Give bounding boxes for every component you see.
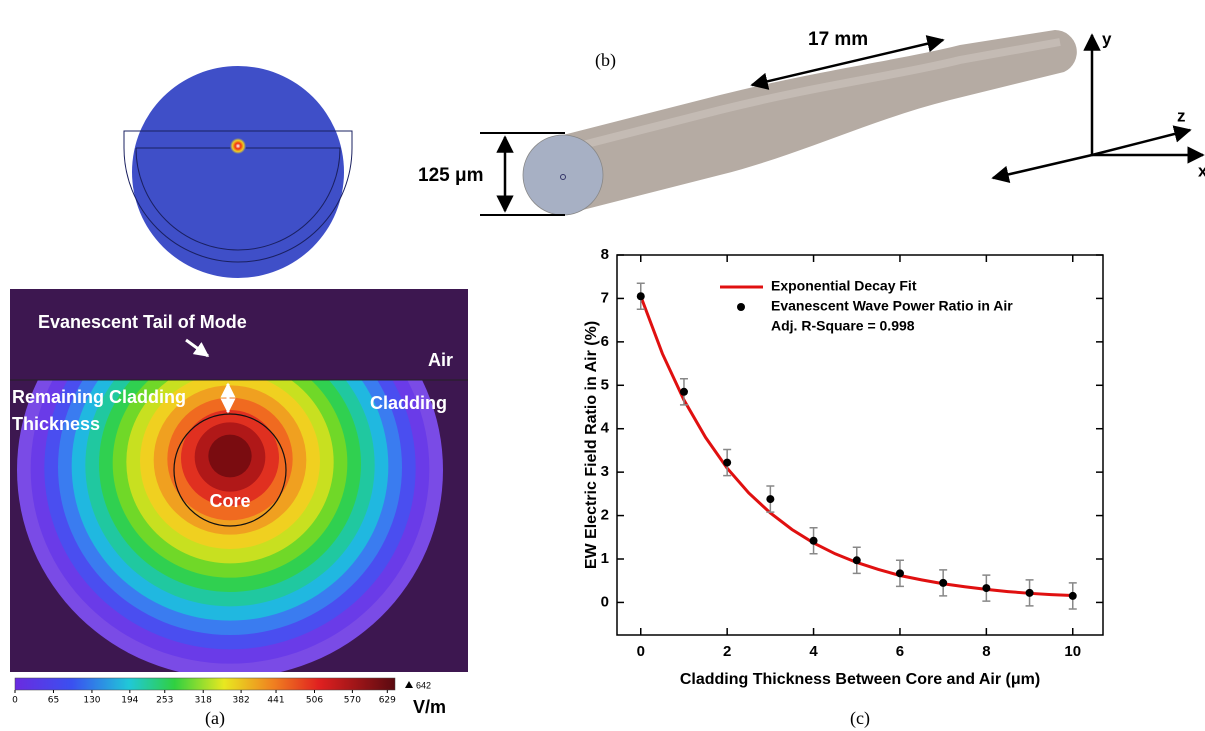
data-point bbox=[680, 388, 688, 396]
x-tick-label: 8 bbox=[982, 643, 990, 660]
data-point bbox=[1069, 592, 1077, 600]
axis-label: z bbox=[1177, 106, 1186, 125]
label: Evanescent Tail of Mode bbox=[38, 312, 247, 332]
colorbar-tick-label: 629 bbox=[379, 696, 396, 706]
data-point bbox=[982, 584, 990, 592]
axis-label: x bbox=[1198, 161, 1205, 180]
label: Cladding bbox=[370, 393, 447, 413]
caption: (a) bbox=[205, 708, 225, 729]
x-tick-label: 0 bbox=[637, 643, 645, 660]
legend-label: Evanescent Wave Power Ratio in Air bbox=[771, 298, 1013, 314]
field-map: Evanescent Tail of Mode Air Remaining Cl… bbox=[10, 262, 468, 678]
legend-swatch bbox=[737, 303, 745, 311]
x-tick-label: 4 bbox=[809, 643, 818, 660]
axis-label: y bbox=[1102, 29, 1112, 48]
y-tick-label: 8 bbox=[601, 246, 609, 263]
y-tick-label: 1 bbox=[601, 550, 609, 567]
colorbar-tick-label: 130 bbox=[83, 696, 100, 706]
legend-label: Exponential Decay Fit bbox=[771, 278, 917, 294]
fiber-3d: (b) 17 mm 125 μm y z x bbox=[418, 29, 1205, 215]
label: Remaining Cladding bbox=[12, 387, 186, 407]
colorbar-tick-label: 318 bbox=[195, 696, 212, 706]
y-tick-label: 5 bbox=[601, 376, 609, 393]
colorbar-tick-label: 0 bbox=[12, 696, 18, 706]
colorbar-tick-label: 253 bbox=[156, 696, 173, 706]
field-band bbox=[208, 435, 251, 478]
y-tick-label: 0 bbox=[601, 593, 609, 610]
fiber-cross-section bbox=[124, 66, 352, 278]
dimension-label: 125 μm bbox=[418, 165, 484, 186]
data-point bbox=[939, 579, 947, 587]
data-point bbox=[810, 537, 818, 545]
y-axis-label: EW Electric Field Ratio in Air (%) bbox=[583, 321, 600, 569]
label: Air bbox=[428, 350, 453, 370]
data-point bbox=[1026, 589, 1034, 597]
annotation: Adj. R-Square = 0.998 bbox=[771, 318, 915, 334]
y-tick-label: 3 bbox=[601, 463, 609, 480]
data-point bbox=[853, 556, 861, 564]
chart: 0 1 2 3 4 5 6 7 8 0 2 4 6 8 10 Cladding Thickness Betwe… bbox=[583, 246, 1103, 729]
y-tick-label: 7 bbox=[601, 289, 609, 306]
colorbar-unit: V/m bbox=[413, 697, 446, 717]
caption: (b) bbox=[595, 50, 616, 71]
x-tick-label: 2 bbox=[723, 643, 731, 660]
figure: Evanescent Tail of Mode Air Remaining Cl… bbox=[0, 0, 1205, 731]
x-tick-label: 10 bbox=[1064, 643, 1081, 660]
colorbar-tick-label: 194 bbox=[121, 696, 138, 706]
colorbar-max: 642 bbox=[416, 680, 431, 690]
colorbar-tick-label: 570 bbox=[344, 696, 361, 706]
data-point bbox=[766, 495, 774, 503]
dimension-label: 17 mm bbox=[808, 29, 868, 50]
colorbar-tick-label: 382 bbox=[233, 696, 250, 706]
y-tick-label: 6 bbox=[601, 333, 609, 350]
colorbar: 0 65 130 194 253 318 382 441 506 570 629 642 V/m (a) bbox=[12, 678, 446, 729]
caption: (c) bbox=[850, 708, 870, 729]
data-point bbox=[896, 569, 904, 577]
label: Thickness bbox=[12, 414, 100, 434]
label: Core bbox=[209, 491, 250, 511]
y-tick-label: 2 bbox=[601, 507, 609, 524]
x-axis-label: Cladding Thickness Between Core and Air … bbox=[680, 671, 1040, 688]
colorbar-tick-label: 506 bbox=[306, 696, 323, 706]
colorbar-tick-label: 441 bbox=[267, 696, 284, 706]
x-tick-label: 6 bbox=[896, 643, 904, 660]
data-point bbox=[723, 459, 731, 467]
data-point bbox=[637, 292, 645, 300]
y-tick-label: 4 bbox=[601, 420, 610, 437]
colorbar-tick-label: 65 bbox=[48, 696, 59, 706]
